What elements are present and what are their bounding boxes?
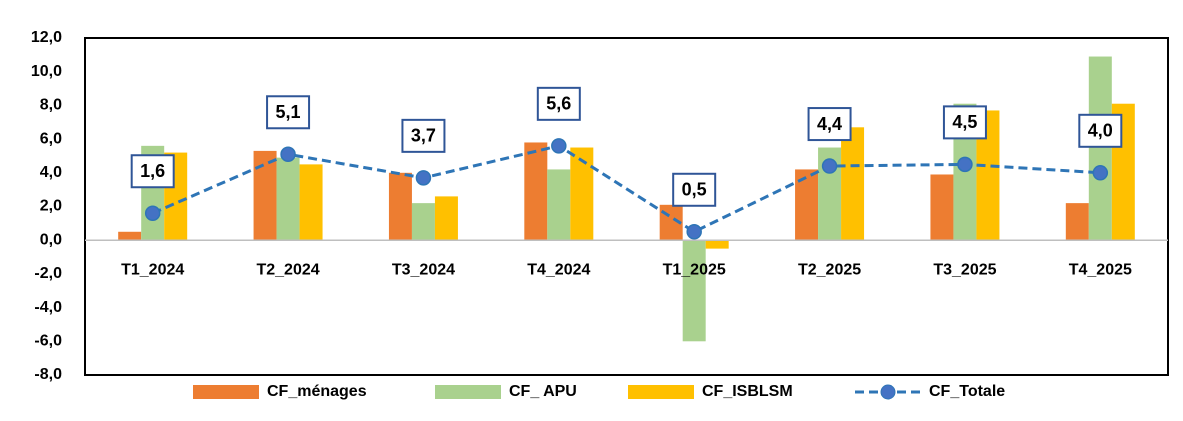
line-marker — [415, 170, 432, 186]
data-label-box — [401, 118, 446, 153]
bar — [276, 157, 300, 241]
bar — [253, 150, 277, 241]
bar — [795, 169, 819, 241]
bar — [976, 110, 1000, 241]
x-tick-label: T1_2024 — [121, 261, 184, 278]
data-label-box — [807, 107, 852, 142]
y-tick-label: 10,0 — [31, 63, 62, 80]
legend-marker — [880, 384, 896, 400]
data-label: 5,1 — [276, 102, 301, 122]
bar — [547, 169, 571, 241]
data-label: 1,6 — [140, 161, 165, 181]
data-label: 4,5 — [952, 112, 977, 132]
legend-label: CF_ménages — [267, 383, 367, 400]
data-label-box — [942, 105, 987, 140]
bar — [118, 231, 142, 241]
bar — [682, 240, 706, 342]
legend-label: CF_ APU — [509, 383, 577, 400]
data-label: 4,4 — [817, 114, 842, 134]
data-label-box — [266, 95, 311, 130]
y-tick-label: 0,0 — [40, 231, 62, 248]
bar — [1065, 203, 1089, 241]
data-label: 3,7 — [411, 126, 436, 146]
legend-swatch — [628, 385, 694, 399]
line-marker — [957, 156, 973, 173]
bar — [930, 174, 954, 241]
data-label-box — [672, 172, 717, 207]
y-tick-label: 8,0 — [40, 97, 62, 114]
x-tick-label: T2_2024 — [256, 261, 319, 278]
y-tick-label: -8,0 — [34, 366, 62, 383]
bar — [524, 142, 548, 241]
data-label-box — [536, 86, 581, 121]
data-label-box — [130, 154, 175, 189]
x-tick-label: T3_2025 — [933, 261, 996, 278]
bar — [841, 127, 865, 241]
y-tick-label: 4,0 — [40, 164, 62, 181]
x-tick-label: T4_2024 — [527, 261, 590, 278]
line-marker — [686, 224, 702, 240]
legend-swatch — [435, 385, 501, 399]
bar — [1088, 56, 1112, 241]
legend-label: CF_ISBLSM — [702, 383, 793, 400]
line-marker — [280, 146, 296, 163]
bar — [299, 164, 323, 241]
y-tick-label: -2,0 — [34, 265, 62, 282]
x-tick-label: T4_2025 — [1069, 261, 1132, 278]
line — [152, 144, 1101, 234]
bar — [705, 240, 729, 249]
y-tick-label: 6,0 — [40, 130, 62, 147]
data-label: 5,6 — [546, 94, 571, 114]
data-label: 4,0 — [1088, 121, 1113, 141]
x-tick-label: T3_2024 — [392, 261, 455, 278]
y-tick-label: -6,0 — [34, 333, 62, 350]
legend-swatch — [193, 385, 259, 399]
data-label-box — [1078, 113, 1123, 148]
legend-label: CF_Totale — [929, 383, 1005, 400]
bar — [388, 172, 412, 241]
y-tick-label: 2,0 — [40, 198, 62, 215]
y-tick-label: 12,0 — [31, 29, 62, 46]
bar — [570, 147, 594, 241]
bar — [434, 196, 458, 241]
x-tick-label: T1_2025 — [663, 261, 726, 278]
line-marker — [1092, 165, 1109, 181]
line-marker — [821, 158, 838, 174]
line-marker — [144, 205, 161, 221]
x-tick-label: T2_2025 — [798, 261, 861, 278]
y-tick-label: -4,0 — [34, 299, 62, 316]
data-label: 0,5 — [682, 180, 707, 200]
plot-frame — [84, 37, 1169, 376]
bar — [411, 203, 435, 241]
line-marker — [551, 138, 567, 154]
